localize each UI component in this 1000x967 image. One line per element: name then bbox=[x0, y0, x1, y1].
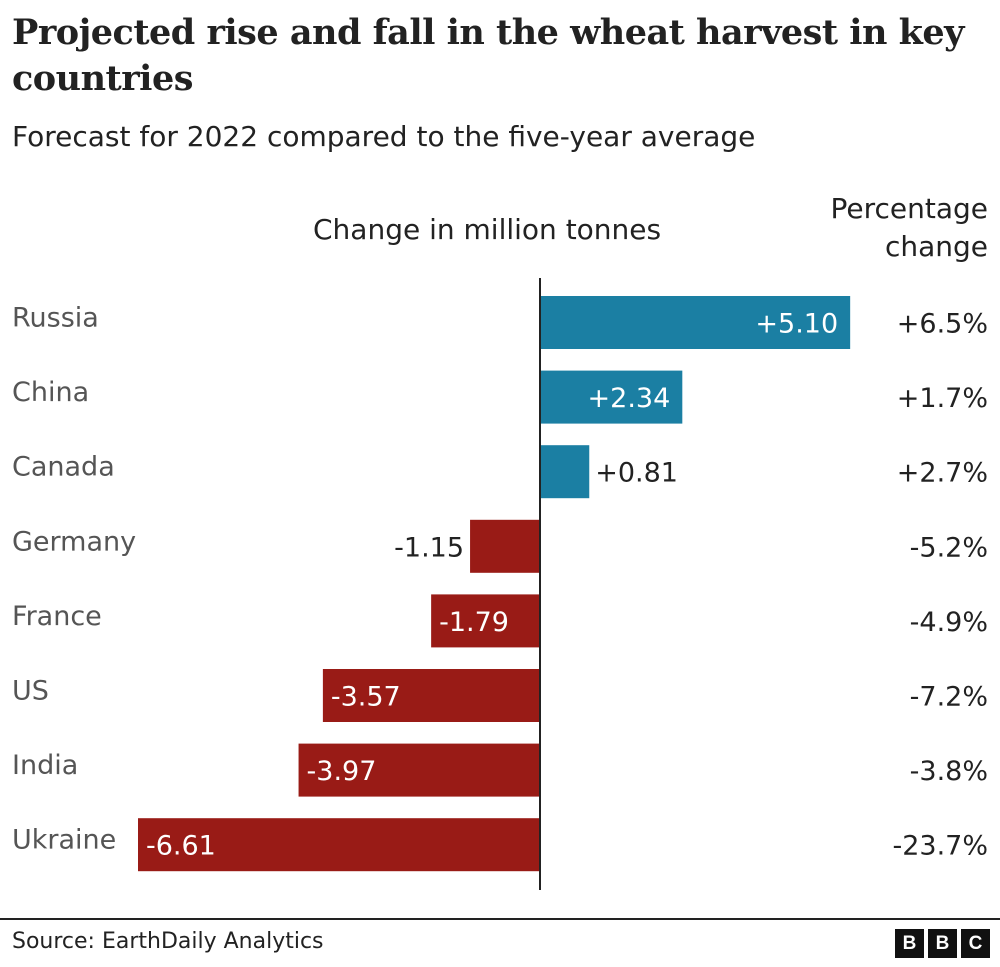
bbc-logo: B B C bbox=[895, 929, 990, 958]
bar bbox=[298, 743, 540, 797]
change-axis-heading: Change in million tonnes bbox=[313, 213, 662, 246]
category-label: Germany bbox=[12, 526, 136, 557]
value-label: +2.34 bbox=[588, 383, 671, 414]
category-label: Russia bbox=[12, 303, 99, 334]
percentage-label: +1.7% bbox=[897, 383, 988, 414]
percentage-heading-line2: change bbox=[884, 230, 988, 263]
value-label: -1.15 bbox=[394, 532, 464, 563]
bar bbox=[540, 370, 683, 424]
bar bbox=[540, 445, 590, 499]
value-label: +0.81 bbox=[595, 458, 678, 489]
value-label: -3.57 bbox=[331, 682, 401, 713]
value-label: -1.79 bbox=[439, 607, 509, 638]
category-label: US bbox=[12, 676, 49, 707]
percentage-heading-line1: Percentage bbox=[830, 192, 988, 225]
chart-subtitle: Forecast for 2022 compared to the five-y… bbox=[12, 120, 756, 153]
category-label: China bbox=[12, 377, 89, 408]
bar bbox=[470, 519, 540, 573]
bar bbox=[540, 296, 851, 349]
bbc-logo-letter: B bbox=[928, 929, 957, 958]
bar bbox=[322, 669, 540, 722]
percentage-label: -4.9% bbox=[910, 607, 988, 638]
source-note: Source: EarthDaily Analytics bbox=[12, 929, 324, 954]
percentage-label: -3.8% bbox=[910, 756, 988, 787]
footer-divider bbox=[0, 918, 1000, 920]
percentage-label: +2.7% bbox=[897, 458, 988, 489]
value-label: -6.61 bbox=[146, 831, 216, 862]
bar bbox=[138, 818, 540, 872]
bbc-logo-letter: B bbox=[895, 929, 924, 958]
percentage-label: +6.5% bbox=[897, 309, 988, 340]
category-label: France bbox=[12, 601, 102, 632]
percentage-heading: Percentage change bbox=[830, 190, 988, 266]
value-label: +5.10 bbox=[755, 309, 838, 340]
value-label: -3.97 bbox=[307, 756, 377, 787]
category-label: Ukraine bbox=[12, 825, 116, 856]
bbc-logo-letter: C bbox=[961, 929, 990, 958]
chart-title: Projected rise and fall in the wheat har… bbox=[12, 12, 965, 99]
bar bbox=[431, 594, 540, 648]
percentage-label: -23.7% bbox=[892, 831, 988, 862]
percentage-label: -7.2% bbox=[910, 682, 988, 713]
category-label: India bbox=[12, 750, 78, 781]
percentage-label: -5.2% bbox=[910, 532, 988, 563]
category-label: Canada bbox=[12, 452, 115, 483]
